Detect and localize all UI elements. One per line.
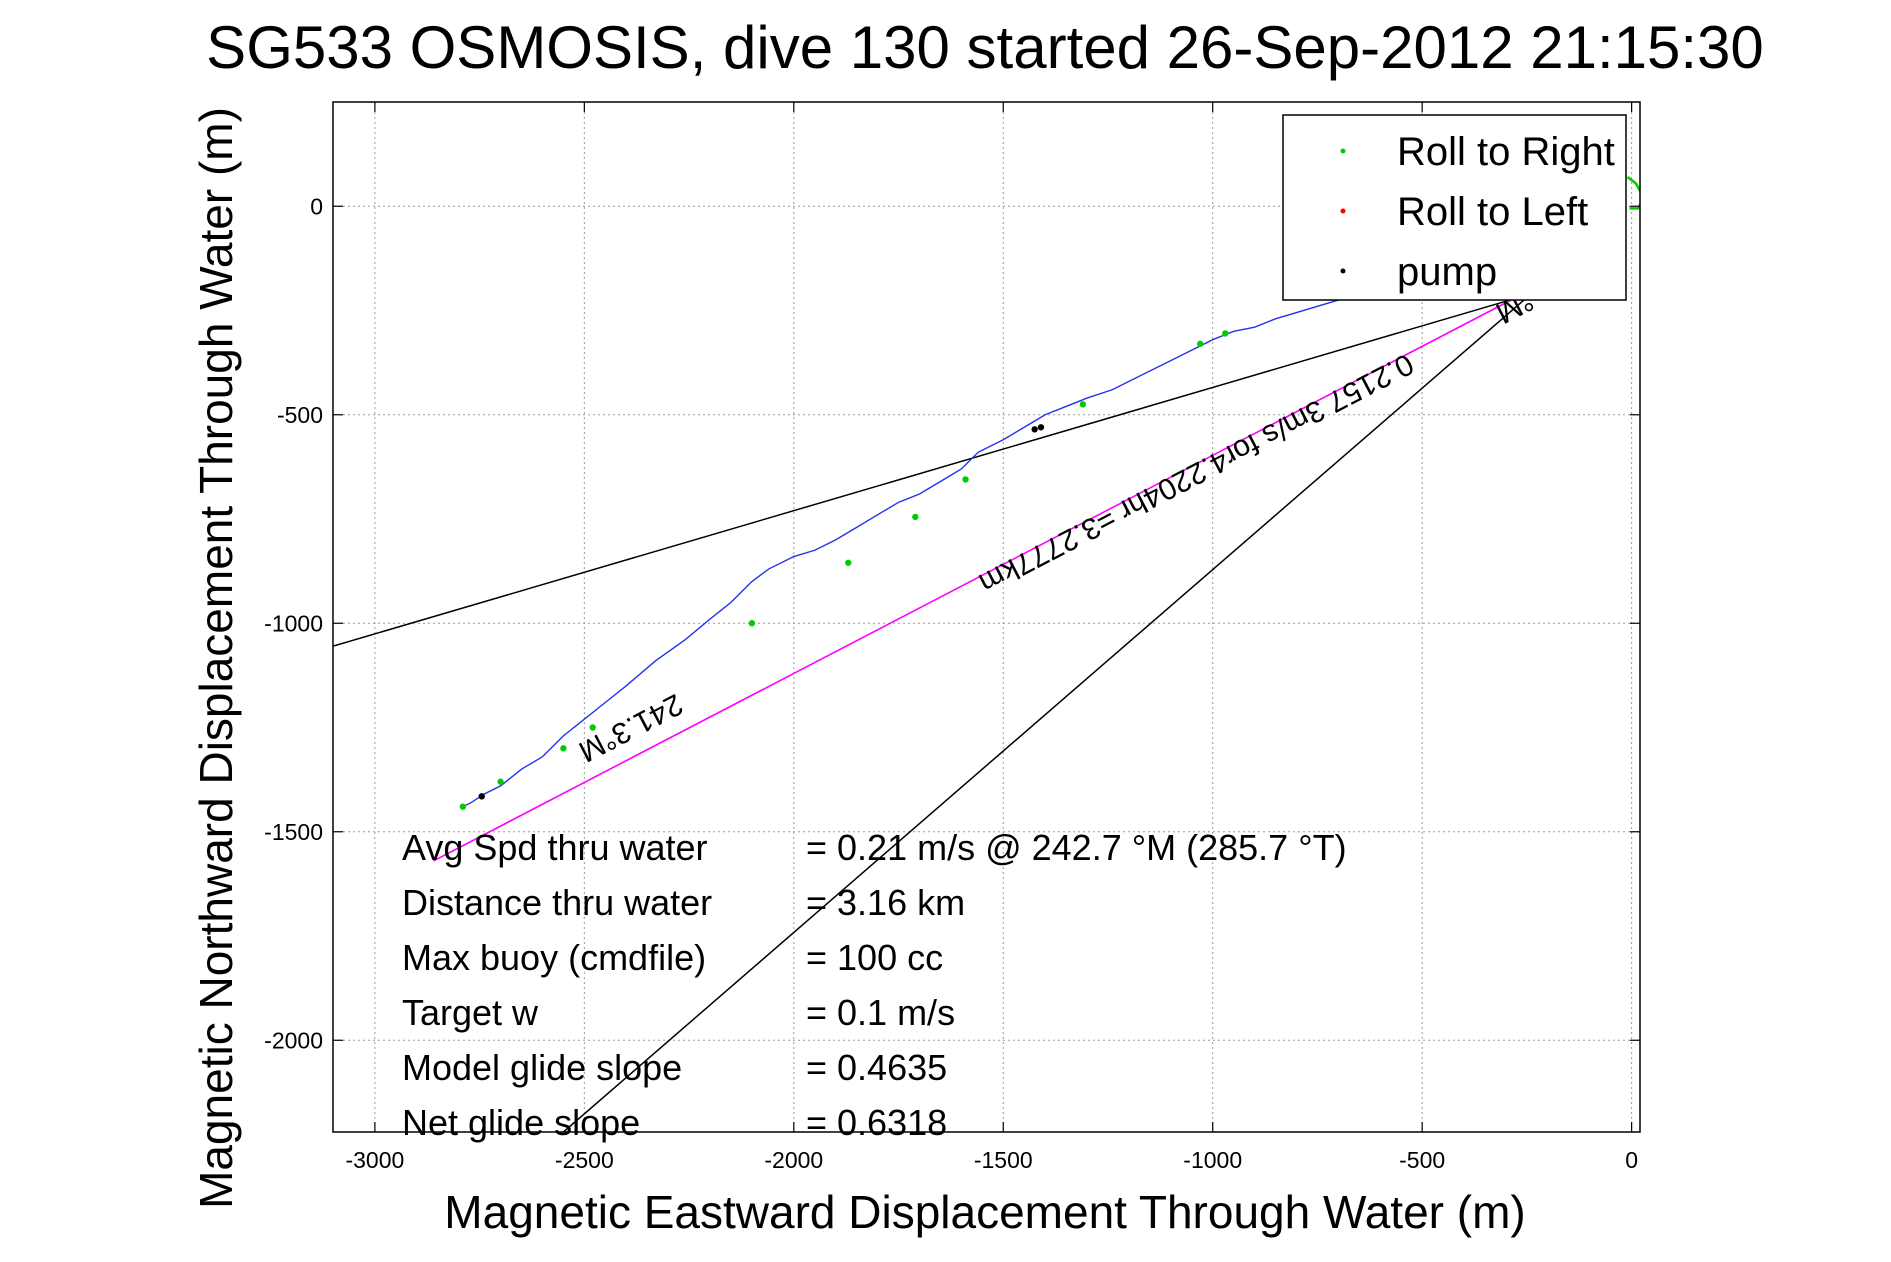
roll-right-point [589,724,596,731]
roll-right-point [1079,401,1087,408]
legend-label: Roll to Left [1397,190,1588,234]
x-tick-label: -1500 [974,1147,1033,1173]
roll-right-point [560,745,567,752]
y-tick-label: -1500 [264,819,323,845]
axis-ticks: -3000 -2500 -2000 -1500 -1000 -500 0 0 -500 -1000… [264,102,1640,1173]
stat-value: = 3.16 km [806,882,965,923]
roll-right-point [912,513,919,521]
segment-label: 0.2157 3m/s for4.2204hr =3.2777km [974,347,1419,600]
legend: Roll to Right Roll to Left pump [1282,114,1627,301]
chart-title: SG533 OSMOSIS, dive 130 started 26-Sep-2… [206,14,1764,81]
reference-line [562,293,1532,1132]
x-tick-label: -2000 [764,1147,823,1173]
x-tick-label: -2500 [555,1147,614,1173]
pump-point [478,793,485,800]
roll-right-point [962,476,969,483]
roll-right-point [459,803,467,810]
stat-label: Max buoy (cmdfile) [402,937,706,978]
roll-right-point [845,559,852,566]
plot-frame [332,101,1641,1133]
x-tick-label: -3000 [345,1147,404,1173]
x-tick-label: 0 [1625,1147,1638,1173]
stat-label: Target w [402,992,539,1033]
legend-marker [1340,268,1346,274]
plot-area: 241.3°M0.2157 3m/s for4.2204hr =3.2777km… [333,176,1640,1132]
y-tick-label: 0 [310,193,323,219]
legend-marker [1340,208,1346,214]
stat-value: = 0.21 m/s @ 242.7 °M (285.7 °T) [806,827,1347,868]
legend-marker [1340,148,1346,154]
stat-value: = 0.6318 [806,1102,947,1143]
y-tick-label: -500 [277,402,323,428]
y-tick-label: -1000 [264,610,323,636]
rhumb-line [433,288,1532,862]
stat-label: Net glide slope [402,1102,640,1143]
reference-line [333,293,1532,647]
legend-box [1282,114,1627,301]
stats-annotations: Avg Spd thru water = 0.21 m/s @ 242.7 °M … [402,827,1347,1143]
legend-label: Roll to Right [1397,130,1615,174]
surface-drift-curl [1626,176,1640,210]
x-tick-label: -1000 [1183,1147,1242,1173]
x-tick-label: -500 [1399,1147,1445,1173]
pump-point [1031,426,1038,433]
stat-value: = 100 cc [806,937,943,978]
y-axis-label: Magnetic Northward Displacement Through … [190,107,242,1209]
stat-label: Distance thru water [402,882,712,923]
x-axis-label: Magnetic Eastward Displacement Through W… [444,1186,1525,1238]
stat-label: Model glide slope [402,1047,682,1088]
roll-right-point [748,620,756,627]
stat-value: = 0.4635 [806,1047,947,1088]
grid [333,102,1640,1132]
pump-point [1037,424,1045,431]
stat-value: = 0.1 m/s [806,992,955,1033]
roll-right-point [1222,330,1229,337]
legend-label: pump [1397,250,1497,294]
y-tick-label: -2000 [264,1027,323,1053]
roll-right-point [1196,340,1204,348]
roll-right-point [497,778,504,785]
stat-label: Avg Spd thru water [402,827,708,868]
